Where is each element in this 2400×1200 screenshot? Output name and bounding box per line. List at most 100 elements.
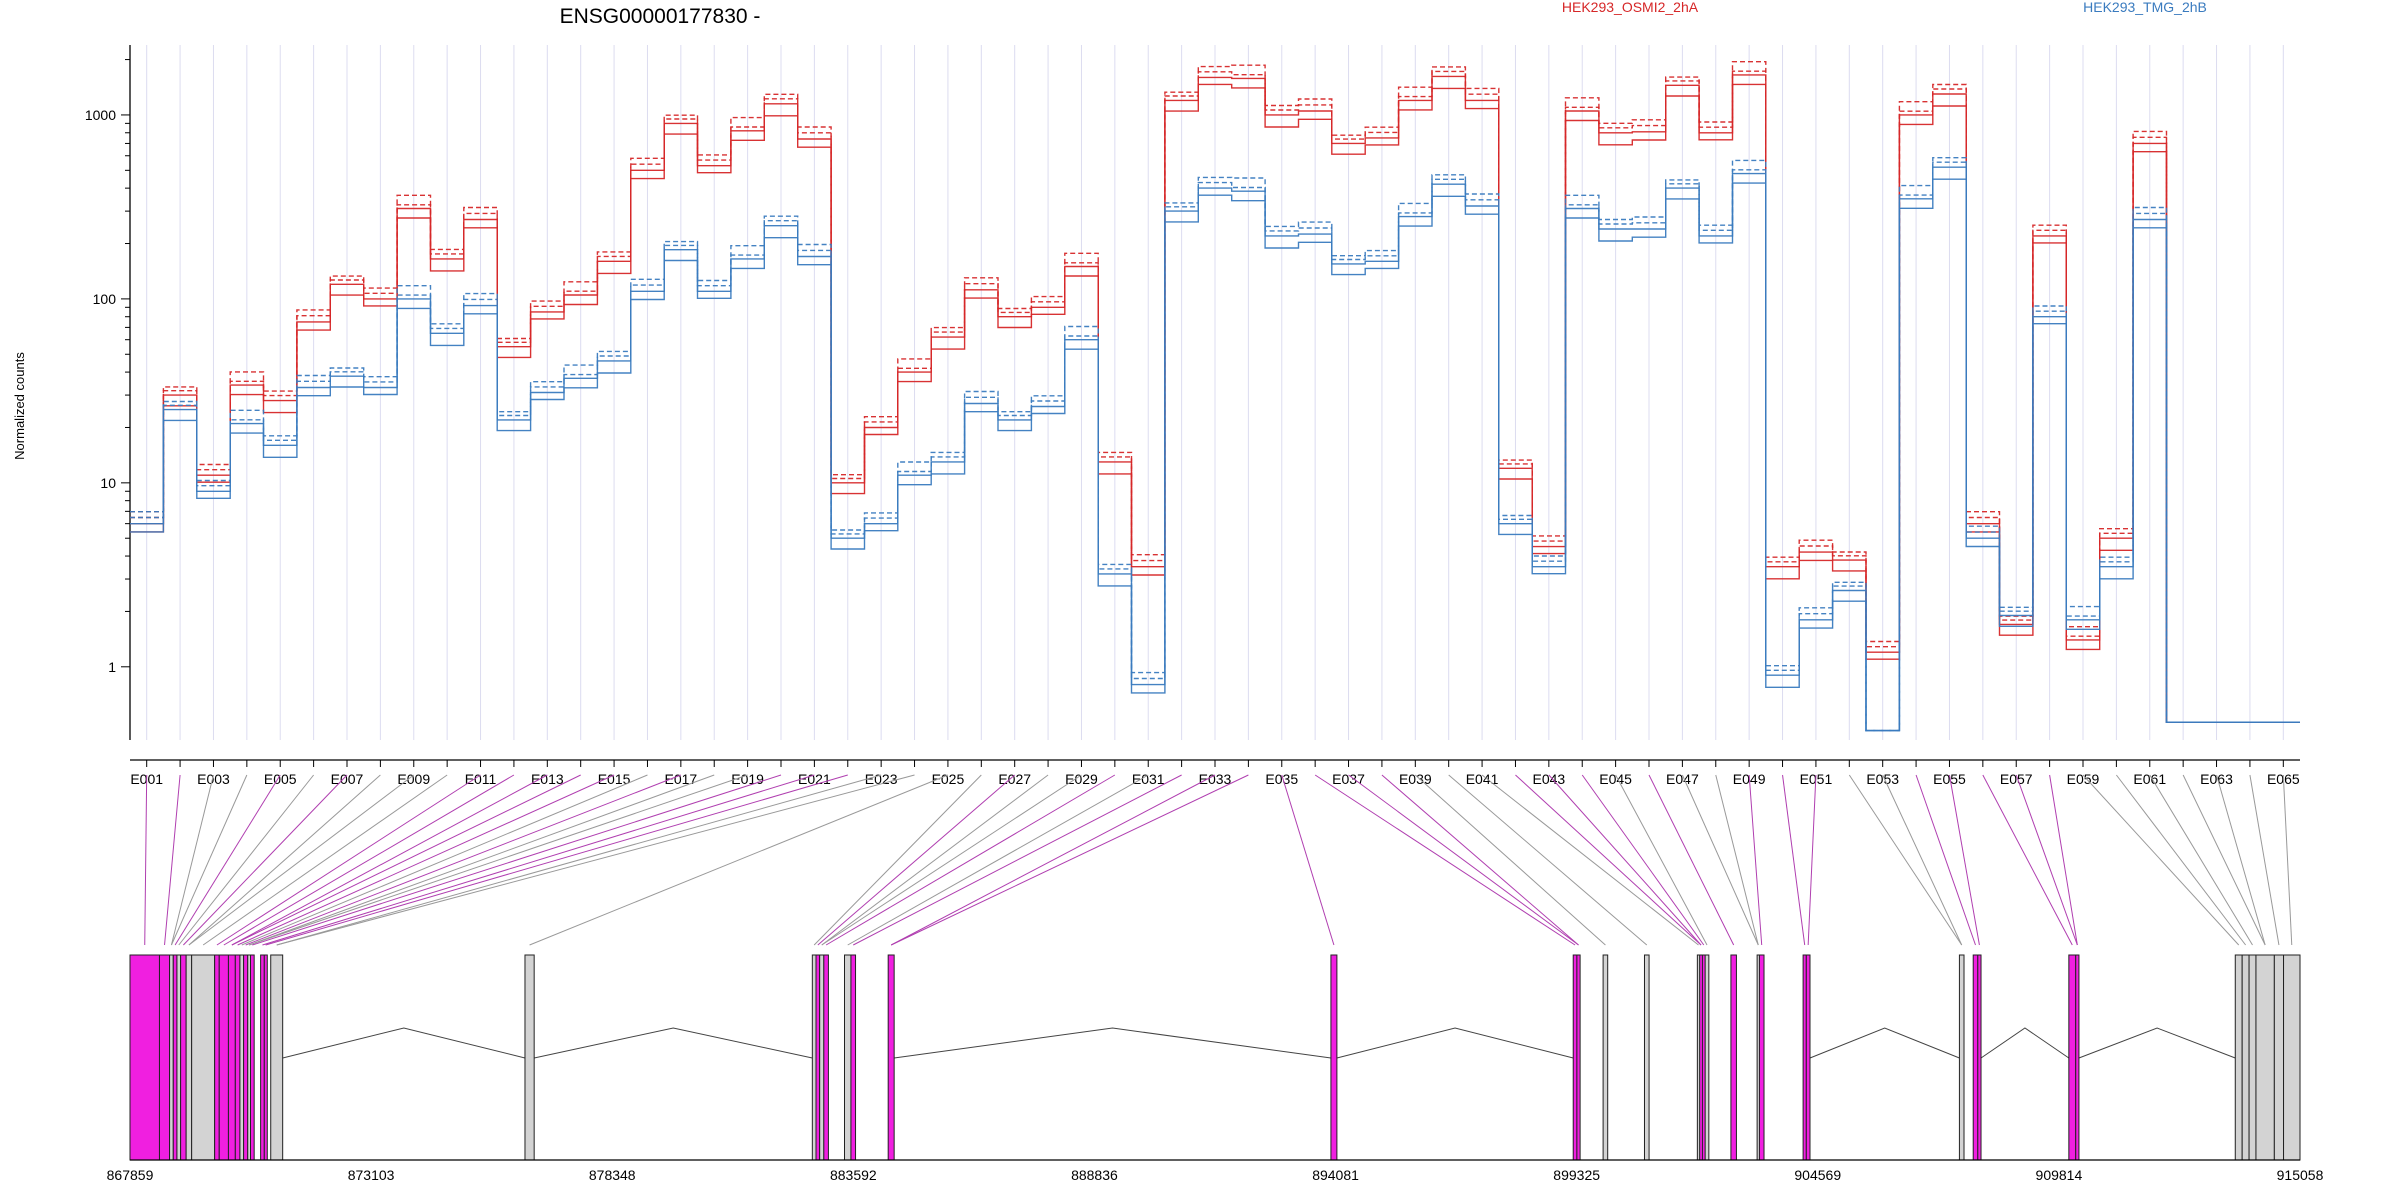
exon-link [170, 774, 248, 946]
exon-bin [1972, 954, 1979, 1161]
exon-link [1648, 774, 1735, 946]
exon-link [144, 774, 148, 946]
genomic-tick-label: 894081 [1312, 1167, 1359, 1183]
x-tick-label: E005 [264, 771, 297, 787]
exon-bin [180, 954, 187, 1161]
exon-link [252, 774, 782, 946]
x-tick-label: E011 [465, 771, 497, 787]
exon-axis: E001 E003 E005 E007 E009 E011 E013 E015 E017 E019… [130, 759, 2300, 787]
exon-link [178, 774, 315, 946]
exon-link [890, 774, 1216, 946]
exon-link [2015, 774, 2078, 946]
exon-bin [1602, 954, 1609, 1161]
exon-bin [270, 954, 284, 1161]
x-tick-label: E021 [798, 771, 831, 787]
exon-link [1615, 774, 1708, 946]
x-tick-label: E037 [1332, 771, 1365, 787]
exon-link [164, 774, 181, 946]
exon-bin [1576, 954, 1581, 1161]
exon-link [2182, 774, 2266, 946]
chart-title: ENSG00000177830 - [560, 5, 761, 28]
x-tick-label: E007 [331, 771, 364, 787]
exon-link [237, 774, 615, 946]
exon-link [265, 774, 848, 946]
exon-link [223, 774, 515, 946]
exon-link [1848, 774, 1963, 946]
exon-bin [1643, 954, 1650, 1161]
legend: HEK293_OSMI2_2hA HEK293_TMG_2hB [1562, 0, 2207, 15]
exon-link [890, 774, 1249, 946]
exon-link [1681, 774, 1759, 946]
exon-bin [169, 954, 174, 1161]
exon-bin [176, 954, 182, 1161]
exon-link [1548, 774, 1702, 946]
x-tick-label: E055 [1933, 771, 1966, 787]
exon-link [183, 774, 348, 946]
genomic-tick-label: 904569 [1794, 1167, 1841, 1183]
intron-line [1336, 1027, 1574, 1059]
genomic-axis: 867859 873103 878348 883592 888836 894081 8993… [107, 1159, 2324, 1183]
exon-bin [158, 954, 171, 1161]
exon-link [241, 774, 648, 946]
exon-bin [811, 954, 817, 1161]
exon-link [188, 774, 381, 946]
exon-bin [218, 954, 229, 1161]
x-tick-label: E027 [998, 771, 1031, 787]
exon-bin [214, 954, 220, 1161]
y-tick-label: 1000 [85, 107, 116, 123]
intron-line [2078, 1027, 2236, 1059]
exon-link [231, 774, 581, 946]
exon-bin [1977, 954, 1982, 1161]
exon-bin [263, 954, 268, 1161]
exon-link [231, 774, 548, 946]
exon-link [276, 774, 882, 946]
exon-bin [1330, 954, 1338, 1161]
genomic-tick-label: 867859 [107, 1167, 154, 1183]
exon-position-links [144, 774, 2293, 946]
exon-link [529, 774, 949, 946]
exon-link [276, 774, 915, 946]
exon-link [262, 774, 815, 946]
exon-bin [1958, 954, 1965, 1161]
exon-bin [823, 954, 829, 1161]
exon-link [1782, 774, 1806, 946]
exon-link [188, 774, 415, 946]
x-tick-label: E035 [1265, 771, 1298, 787]
exon-bin [172, 954, 178, 1161]
exon-link [847, 774, 1149, 946]
gridlines [146, 45, 2284, 740]
exon-bin [2075, 954, 2080, 1161]
exon-link [2082, 774, 2240, 946]
exon-bin [850, 954, 857, 1161]
exon-link [1515, 774, 1702, 946]
x-tick-label: E063 [2200, 771, 2233, 787]
exon-link [1715, 774, 1759, 946]
genomic-tick-label: 878348 [589, 1167, 636, 1183]
exon-link [817, 774, 1016, 946]
exon-bin [815, 954, 821, 1161]
exon-bin [191, 954, 216, 1161]
y-tick-label: 1 [108, 659, 116, 675]
gene-model [129, 954, 2301, 1161]
x-tick-label: E031 [1132, 771, 1165, 787]
x-tick-label: E045 [1599, 771, 1632, 787]
exon-link [202, 774, 448, 946]
exon-bin [1572, 954, 1578, 1161]
x-tick-label: E053 [1866, 771, 1899, 787]
exon-bin [1758, 954, 1765, 1161]
exon-link [1448, 774, 1648, 946]
exon-link [1982, 774, 2073, 946]
exon-link [1882, 774, 1963, 946]
exon-link [170, 774, 214, 946]
exon-link [1281, 774, 1335, 946]
exon-bin [2255, 954, 2275, 1161]
intron-line [894, 1027, 1331, 1059]
y-axis-label: Normalized counts [12, 352, 27, 460]
genomic-tick-label: 883592 [830, 1167, 877, 1183]
x-tick-label: E009 [397, 771, 430, 787]
x-tick-label: E013 [531, 771, 564, 787]
y-tick-label: 10 [100, 475, 116, 491]
exon-bin [844, 954, 852, 1161]
exon-link [1748, 774, 1763, 946]
